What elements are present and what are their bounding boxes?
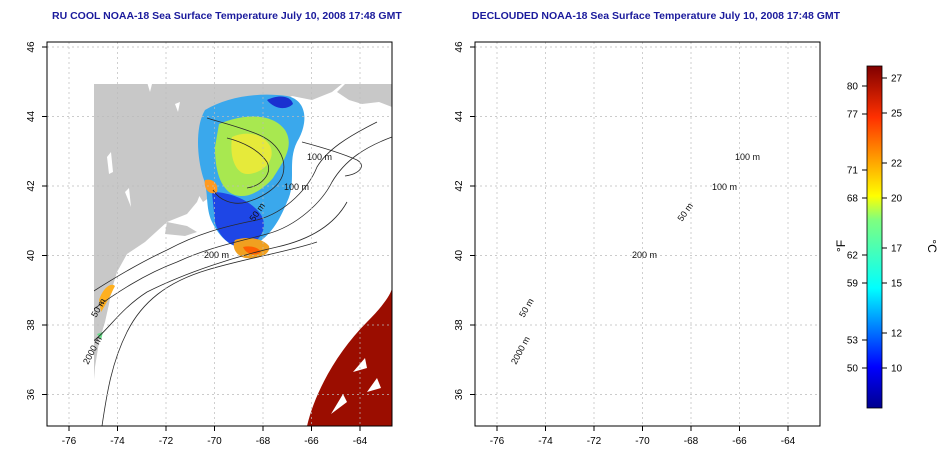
right-y-tick-label: 36: [454, 389, 465, 401]
left-x-tick-label: -74: [110, 436, 125, 447]
left-y-tick-label: 40: [26, 250, 37, 262]
right-map: 100 m 100 m 50 m 200 m 50 m 2000 m -76 -7…: [454, 41, 821, 447]
right-x-tick-label: -66: [732, 436, 747, 447]
colorbar-c-tick: 17: [891, 244, 903, 255]
left-y-tick-label: 38: [26, 319, 37, 331]
right-x-tick-label: -68: [684, 436, 699, 447]
colorbar-c-tick: 20: [891, 194, 903, 205]
left-y-tick-label: 42: [26, 180, 37, 192]
right-x-tick-label: -74: [538, 436, 553, 447]
left-x-tick-label: -76: [62, 436, 77, 447]
left-x-tick-label: -68: [256, 436, 271, 447]
colorbar-c-tick: 10: [891, 364, 903, 375]
contour-label-200m: 200 m: [632, 250, 657, 260]
right-x-tick-label: -76: [490, 436, 505, 447]
colorbar-f-tick: 80: [847, 82, 859, 93]
colorbar-c-tick: 22: [891, 159, 903, 170]
colorbar-c-tick: 25: [891, 109, 903, 120]
left-x-tick-label: -66: [304, 436, 319, 447]
contour-label-100m-upper: 100 m: [735, 152, 760, 162]
right-y-tick-label: 38: [454, 319, 465, 331]
left-y-tick-label: 46: [26, 41, 37, 53]
right-x-tick-label: -72: [587, 436, 602, 447]
colorbar-f-tick: 50: [847, 364, 859, 375]
fahrenheit-label: °F: [834, 240, 848, 252]
right-y-tick-label: 42: [454, 180, 465, 192]
right-y-tick-label: 40: [454, 250, 465, 262]
left-panel-title: RU COOL NOAA-18 Sea Surface Temperature …: [52, 10, 402, 22]
right-gridlines: [475, 42, 820, 426]
colorbar-c-tick: 27: [891, 74, 903, 85]
right-x-tick-label: -64: [781, 436, 796, 447]
left-y-tick-label: 44: [26, 111, 37, 123]
contour-label-100m-upper: 100 m: [307, 152, 332, 162]
contour-label-100m-lower: 100 m: [712, 182, 737, 192]
colorbar: 80 77 71 68 62 59 53 50 27 25 22 20 17 15 12 10 °F °C: [834, 65, 939, 409]
colorbar-f-tick: 59: [847, 279, 859, 290]
right-panel-title: DECLOUDED NOAA-18 Sea Surface Temperatur…: [472, 10, 841, 22]
left-axes: -76 -74 -72 -70 -68 -66 -64 46 44 42 40 38 36: [26, 41, 368, 447]
colorbar-f-tick: 53: [847, 336, 859, 347]
left-map: 100 m 100 m 50 m 200 m 50 m 2000 m -76 -7…: [26, 41, 393, 447]
colorbar-f-tick: 71: [847, 166, 859, 177]
left-x-tick-label: -72: [159, 436, 174, 447]
right-axes: -76 -74 -72 -70 -68 -66 -64 46 44 42 40 38 36: [454, 41, 796, 447]
colorbar-c-tick: 12: [891, 329, 903, 340]
right-y-tick-label: 46: [454, 41, 465, 53]
left-x-tick-label: -70: [207, 436, 222, 447]
colorbar-f-tick: 77: [847, 110, 859, 121]
contour-label-200m: 200 m: [204, 250, 229, 260]
colorbar-f-tick: 68: [847, 194, 859, 205]
left-x-tick-label: -64: [353, 436, 368, 447]
contour-label-100m-lower: 100 m: [284, 182, 309, 192]
celsius-label: °C: [925, 239, 939, 253]
right-y-tick-label: 44: [454, 111, 465, 123]
colorbar-c-tick: 15: [891, 279, 903, 290]
colorbar-gradient: [866, 65, 883, 409]
left-gridlines: [47, 42, 392, 426]
colorbar-f-tick: 62: [847, 251, 859, 262]
left-y-tick-label: 36: [26, 389, 37, 401]
right-x-tick-label: -70: [635, 436, 650, 447]
left-sst-field: [97, 94, 392, 426]
